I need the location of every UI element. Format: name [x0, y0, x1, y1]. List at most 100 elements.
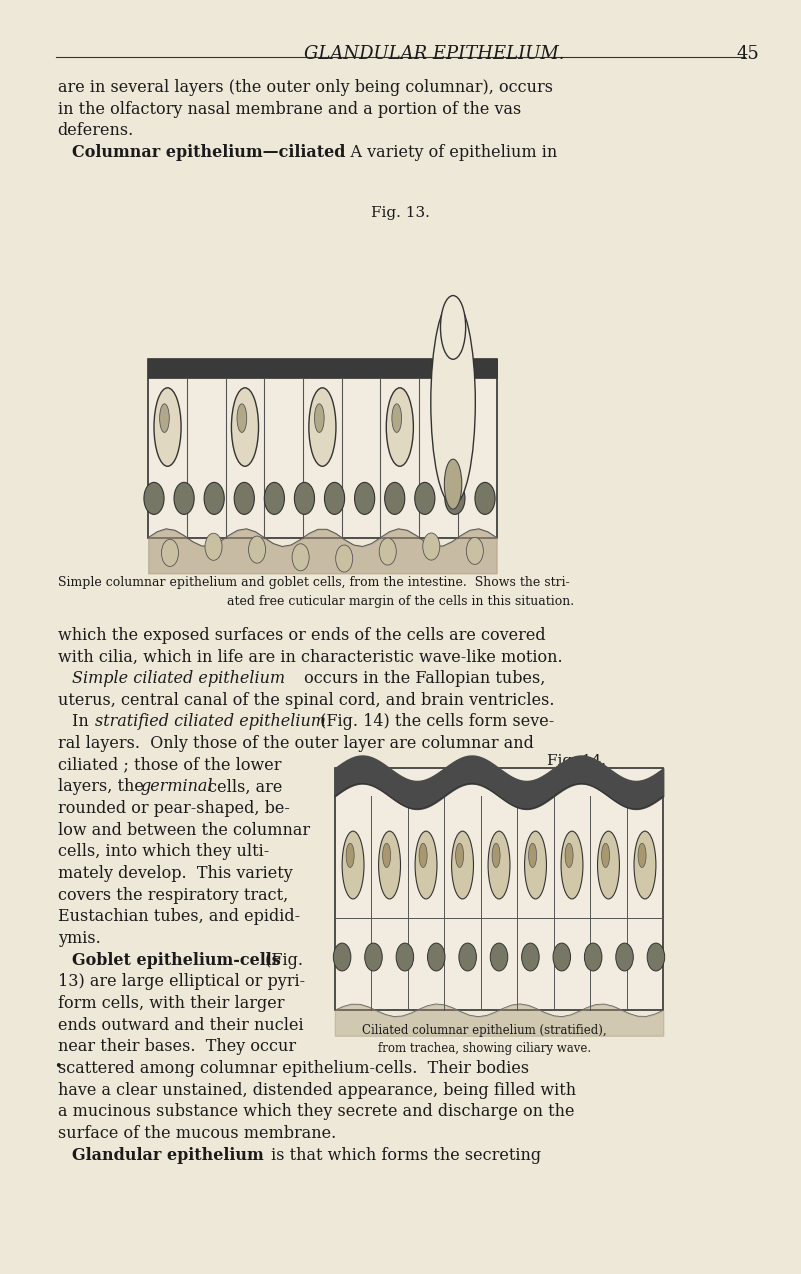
Text: have a clear unstained, distended appearance, being filled with: have a clear unstained, distended appear… — [58, 1082, 576, 1098]
Ellipse shape — [638, 843, 646, 868]
Circle shape — [379, 538, 396, 566]
Circle shape — [616, 943, 634, 971]
Text: stratified ciliated epithelium: stratified ciliated epithelium — [95, 713, 325, 730]
Text: •: • — [54, 1060, 62, 1073]
Circle shape — [396, 943, 413, 971]
Ellipse shape — [634, 831, 656, 899]
Text: is that which forms the secreting: is that which forms the secreting — [266, 1147, 541, 1163]
Text: near their bases.  They occur: near their bases. They occur — [58, 1038, 296, 1055]
Text: (Fig. 14) the cells form seve-: (Fig. 14) the cells form seve- — [315, 713, 554, 730]
Circle shape — [355, 483, 375, 515]
Text: form cells, with their larger: form cells, with their larger — [58, 995, 284, 1012]
Ellipse shape — [456, 843, 464, 868]
Text: 13) are large elliptical or pyri-: 13) are large elliptical or pyri- — [58, 973, 305, 990]
Ellipse shape — [492, 843, 500, 868]
Ellipse shape — [445, 459, 461, 510]
Text: rounded or pear-shaped, be-: rounded or pear-shaped, be- — [58, 800, 289, 817]
Text: scattered among columnar epithelium-cells.  Their bodies: scattered among columnar epithelium-cell… — [58, 1060, 529, 1077]
Ellipse shape — [383, 843, 391, 868]
Text: Fig. 13.: Fig. 13. — [371, 206, 430, 220]
Ellipse shape — [342, 831, 364, 899]
Circle shape — [333, 943, 351, 971]
Ellipse shape — [565, 843, 573, 868]
Circle shape — [466, 538, 483, 564]
Text: (Fig.: (Fig. — [260, 952, 304, 968]
Circle shape — [295, 483, 315, 515]
Text: which the exposed surfaces or ends of the cells are covered: which the exposed surfaces or ends of th… — [58, 627, 545, 643]
Text: In: In — [72, 713, 94, 730]
Circle shape — [324, 483, 344, 515]
FancyBboxPatch shape — [148, 359, 497, 378]
Text: Eustachian tubes, and epidid-: Eustachian tubes, and epidid- — [58, 908, 300, 925]
Text: germinal: germinal — [140, 778, 213, 795]
Ellipse shape — [386, 387, 413, 466]
Ellipse shape — [392, 404, 401, 432]
Circle shape — [475, 483, 495, 515]
Text: surface of the mucous membrane.: surface of the mucous membrane. — [58, 1125, 336, 1142]
Circle shape — [423, 533, 440, 561]
Text: occurs in the Fallopian tubes,: occurs in the Fallopian tubes, — [299, 670, 545, 687]
Circle shape — [428, 943, 445, 971]
Text: mately develop.  This variety: mately develop. This variety — [58, 865, 292, 882]
Circle shape — [204, 483, 224, 515]
Circle shape — [174, 483, 194, 515]
Text: a mucinous substance which they secrete and discharge on the: a mucinous substance which they secrete … — [58, 1103, 574, 1120]
Ellipse shape — [431, 299, 475, 505]
Circle shape — [553, 943, 570, 971]
Circle shape — [415, 483, 435, 515]
Text: from trachea, showing ciliary wave.: from trachea, showing ciliary wave. — [378, 1042, 591, 1055]
Ellipse shape — [441, 296, 465, 359]
Text: 45: 45 — [737, 45, 759, 62]
Text: Goblet epithelium-cells: Goblet epithelium-cells — [72, 952, 281, 968]
Text: covers the respiratory tract,: covers the respiratory tract, — [58, 887, 288, 903]
Ellipse shape — [346, 843, 354, 868]
Text: deferens.: deferens. — [58, 122, 134, 139]
Ellipse shape — [598, 831, 619, 899]
Ellipse shape — [231, 387, 259, 466]
Text: Glandular epithelium: Glandular epithelium — [72, 1147, 264, 1163]
Circle shape — [144, 483, 164, 515]
Ellipse shape — [452, 831, 473, 899]
Text: in the olfactory nasal membrane and a portion of the vas: in the olfactory nasal membrane and a po… — [58, 101, 521, 117]
Circle shape — [336, 545, 352, 572]
Ellipse shape — [237, 404, 247, 432]
Text: ciliated ; those of the lower: ciliated ; those of the lower — [58, 757, 281, 773]
FancyBboxPatch shape — [335, 768, 663, 1010]
Text: cells, are: cells, are — [203, 778, 282, 795]
Ellipse shape — [602, 843, 610, 868]
Text: Columnar epithelium—ciliated: Columnar epithelium—ciliated — [72, 144, 345, 161]
Text: with cilia, which in life are in characteristic wave-like motion.: with cilia, which in life are in charact… — [58, 648, 562, 665]
Circle shape — [248, 536, 266, 563]
Circle shape — [445, 483, 465, 515]
Circle shape — [162, 539, 179, 567]
Circle shape — [459, 943, 477, 971]
Ellipse shape — [525, 831, 546, 899]
Text: layers, the: layers, the — [58, 778, 149, 795]
Text: cells, into which they ulti-: cells, into which they ulti- — [58, 843, 269, 860]
Ellipse shape — [529, 843, 537, 868]
Text: Simple columnar epithelium and goblet cells, from the intestine.  Shows the stri: Simple columnar epithelium and goblet ce… — [58, 576, 570, 589]
Ellipse shape — [419, 843, 427, 868]
Text: are in several layers (the outer only being columnar), occurs: are in several layers (the outer only be… — [58, 79, 553, 96]
Text: ends outward and their nuclei: ends outward and their nuclei — [58, 1017, 304, 1033]
Circle shape — [234, 483, 255, 515]
Text: Ciliated columnar epithelium (stratified),: Ciliated columnar epithelium (stratified… — [362, 1024, 607, 1037]
FancyBboxPatch shape — [148, 359, 497, 538]
Text: Simple ciliated epithelium: Simple ciliated epithelium — [72, 670, 285, 687]
Circle shape — [292, 544, 309, 571]
Text: GLANDULAR EPITHELIUM.: GLANDULAR EPITHELIUM. — [304, 45, 565, 62]
Ellipse shape — [379, 831, 400, 899]
Ellipse shape — [159, 404, 169, 432]
Circle shape — [205, 534, 222, 561]
Ellipse shape — [154, 387, 181, 466]
Ellipse shape — [315, 404, 324, 432]
Text: : A variety of epithelium in: : A variety of epithelium in — [340, 144, 557, 161]
Circle shape — [490, 943, 508, 971]
Text: Fig. 14.: Fig. 14. — [547, 754, 606, 768]
Circle shape — [264, 483, 284, 515]
Text: ral layers.  Only those of the outer layer are columnar and: ral layers. Only those of the outer laye… — [58, 735, 533, 752]
Text: uterus, central canal of the spinal cord, and brain ventricles.: uterus, central canal of the spinal cord… — [58, 692, 554, 708]
Circle shape — [585, 943, 602, 971]
Circle shape — [364, 943, 382, 971]
Ellipse shape — [561, 831, 583, 899]
